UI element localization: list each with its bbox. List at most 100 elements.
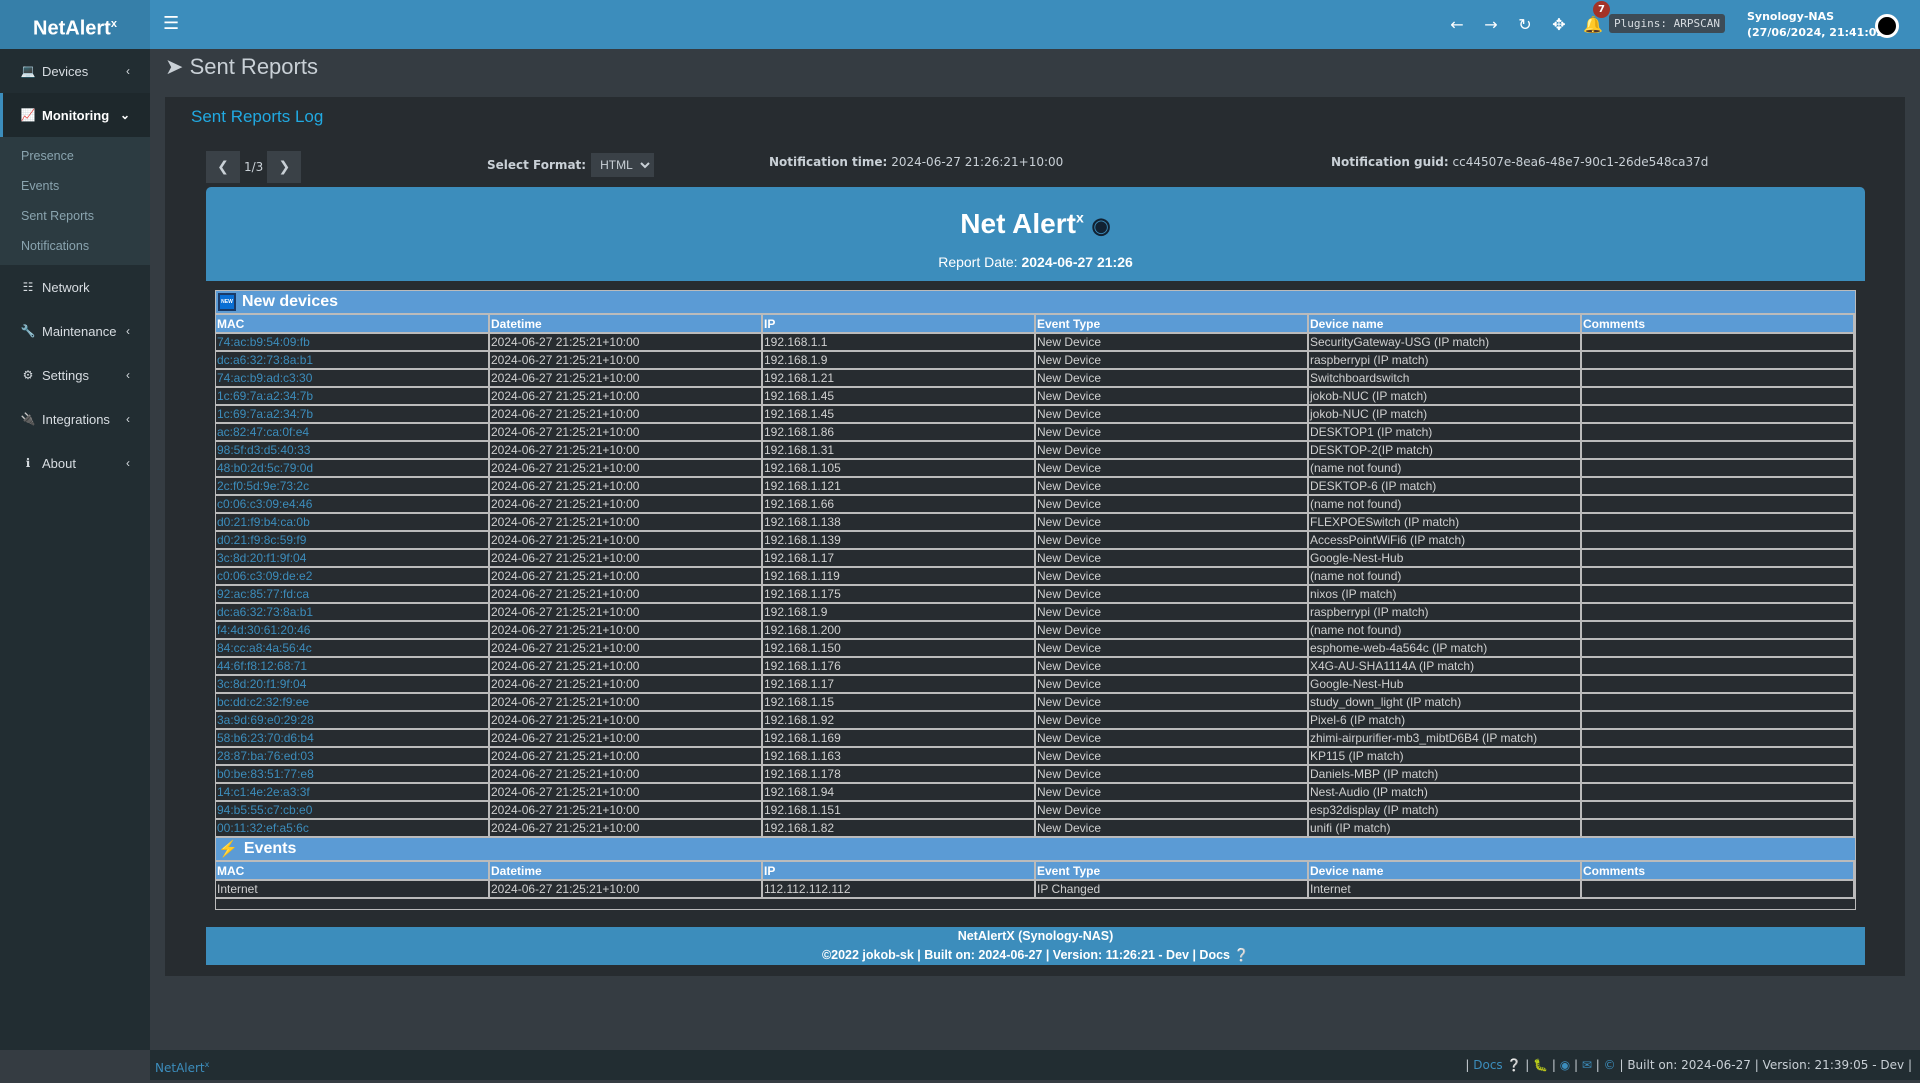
- cell-mac[interactable]: c0:06:c3:09:e4:46: [216, 495, 490, 514]
- cell-mac[interactable]: f4:4d:30:61:20:46: [216, 621, 490, 640]
- bottom-brand-sup: x: [204, 1060, 210, 1069]
- cell-event-type: New Device: [1035, 765, 1309, 784]
- cell-mac[interactable]: 1c:69:7a:a2:34:7b: [216, 405, 490, 424]
- cell-device-name: nixos (IP match): [1308, 585, 1582, 604]
- cell-mac[interactable]: 3a:9d:69:e0:29:28: [216, 711, 490, 730]
- next-page-button[interactable]: ❯: [267, 151, 302, 183]
- column-header: Comments: [1581, 315, 1855, 334]
- sidebar-subitem-events[interactable]: Events: [21, 179, 60, 193]
- refresh-icon[interactable]: ↻: [1518, 15, 1532, 34]
- cell-event-type: New Device: [1035, 495, 1309, 514]
- envelope-icon[interactable]: ✉: [1581, 1058, 1592, 1072]
- logo-text: NetAlert: [33, 17, 111, 40]
- cell-mac[interactable]: c0:06:c3:09:de:e2: [216, 567, 490, 586]
- cell-ip: 192.168.1.121: [762, 477, 1036, 496]
- cell-mac[interactable]: 94:b5:55:c7:cb:e0: [216, 801, 490, 820]
- cell-ip: 192.168.1.176: [762, 657, 1036, 676]
- column-header: Event Type: [1035, 862, 1309, 881]
- sidebar-item-about[interactable]: ℹ About ‹: [0, 441, 150, 485]
- cell-mac[interactable]: 92:ac:85:77:fd:ca: [216, 585, 490, 604]
- cell-comments: [1581, 405, 1855, 424]
- table-row: 48:b0:2d:5c:79:0d 2024-06-27 21:25:21+10:…: [216, 459, 1855, 478]
- cell-mac: Internet: [216, 880, 490, 899]
- forward-arrow-icon[interactable]: →: [1484, 15, 1498, 34]
- cell-mac[interactable]: 3c:8d:20:f1:9f:04: [216, 549, 490, 568]
- table-row: 98:5f:d3:d5:40:33 2024-06-27 21:25:21+10:…: [216, 441, 1855, 460]
- sidebar-item-integrations[interactable]: 🔌 Integrations ‹: [0, 397, 150, 441]
- cell-mac[interactable]: dc:a6:32:73:8a:b1: [216, 351, 490, 370]
- cell-event-type: New Device: [1035, 729, 1309, 748]
- cell-event-type: New Device: [1035, 603, 1309, 622]
- cell-comments: [1581, 657, 1855, 676]
- prev-page-button[interactable]: ❮: [206, 151, 240, 183]
- sidebar-item-devices[interactable]: 💻 Devices ‹: [0, 49, 150, 93]
- cell-mac[interactable]: 44:6f:f8:12:68:71: [216, 657, 490, 676]
- back-arrow-icon[interactable]: ←: [1450, 15, 1464, 34]
- sidebar-item-maintenance[interactable]: 🔧 Maintenance ‹: [0, 309, 150, 353]
- cell-mac[interactable]: d0:21:f9:b4:ca:0b: [216, 513, 490, 532]
- github-icon[interactable]: ◉: [1559, 1058, 1571, 1072]
- docs-link[interactable]: Docs: [1473, 1058, 1503, 1072]
- cell-mac[interactable]: bc:dd:c2:32:f9:ee: [216, 693, 490, 712]
- cell-datetime: 2024-06-27 21:25:21+10:00: [489, 747, 763, 766]
- logo-sup: x: [110, 18, 117, 30]
- cell-mac[interactable]: 1c:69:7a:a2:34:7b: [216, 387, 490, 406]
- bottom-brand[interactable]: NetAlertx: [155, 1050, 209, 1083]
- cell-mac[interactable]: 74:ac:b9:ad:c3:30: [216, 369, 490, 388]
- cell-datetime: 2024-06-27 21:25:21+10:00: [489, 819, 763, 838]
- cell-mac[interactable]: 98:5f:d3:d5:40:33: [216, 441, 490, 460]
- sidebar-label: Maintenance: [42, 323, 117, 339]
- cell-device-name: unifi (IP match): [1308, 819, 1582, 838]
- cell-mac[interactable]: 00:11:32:ef:a5:6c: [216, 819, 490, 838]
- cell-mac[interactable]: b0:be:83:51:77:e8: [216, 765, 490, 784]
- sidebar-subitem-presence[interactable]: Presence: [21, 149, 74, 163]
- copyright-icon[interactable]: ©: [1603, 1058, 1616, 1072]
- table-row: 3a:9d:69:e0:29:28 2024-06-27 21:25:21+10:…: [216, 711, 1855, 730]
- cell-mac[interactable]: 2c:f0:5d:9e:73:2c: [216, 477, 490, 496]
- cell-mac[interactable]: 48:b0:2d:5c:79:0d: [216, 459, 490, 478]
- cell-event-type: New Device: [1035, 477, 1309, 496]
- bell-icon[interactable]: 🔔 7: [1576, 1, 1610, 34]
- question-circle-icon[interactable]: ❔: [1233, 948, 1250, 962]
- ntime-label: Notification time:: [769, 155, 888, 169]
- table-row: 44:6f:f8:12:68:71 2024-06-27 21:25:21+10:…: [216, 657, 1855, 676]
- sidebar-subitem-sent-reports[interactable]: Sent Reports: [21, 209, 94, 223]
- sidebar-item-monitoring[interactable]: 📈 Monitoring ⌄: [0, 93, 150, 137]
- move-icon[interactable]: ✥: [1552, 15, 1566, 34]
- cell-mac[interactable]: 3c:8d:20:f1:9f:04: [216, 675, 490, 694]
- cell-mac[interactable]: ac:82:47:ca:0f:e4: [216, 423, 490, 442]
- format-select[interactable]: HTML: [591, 153, 655, 177]
- sidebar-subitem-notifications[interactable]: Notifications: [21, 239, 90, 253]
- plug-icon: 🔌: [20, 412, 36, 426]
- cell-mac[interactable]: 74:ac:b9:54:09:fb: [216, 333, 490, 352]
- cell-mac[interactable]: 58:b6:23:70:d6:b4: [216, 729, 490, 748]
- cell-device-name: AccessPointWiFi6 (IP match): [1308, 531, 1582, 550]
- app-logo[interactable]: NetAlertx: [0, 0, 150, 49]
- avatar[interactable]: [1875, 14, 1899, 38]
- cell-datetime: 2024-06-27 21:25:21+10:00: [489, 693, 763, 712]
- cell-event-type: New Device: [1035, 693, 1309, 712]
- cell-mac[interactable]: dc:a6:32:73:8a:b1: [216, 603, 490, 622]
- column-header: IP: [762, 862, 1036, 881]
- chevron-left-icon: ‹: [126, 412, 130, 426]
- cell-comments: [1581, 477, 1855, 496]
- bug-icon[interactable]: 🐛: [1533, 1058, 1549, 1072]
- question-circle-icon[interactable]: ❔: [1506, 1058, 1522, 1072]
- sidebar-item-settings[interactable]: ⚙ Settings ‹: [0, 353, 150, 397]
- table-row: 3c:8d:20:f1:9f:04 2024-06-27 21:25:21+10:…: [216, 675, 1855, 694]
- table-row: 92:ac:85:77:fd:ca 2024-06-27 21:25:21+10:…: [216, 585, 1855, 604]
- cell-mac[interactable]: d0:21:f9:8c:59:f9: [216, 531, 490, 550]
- column-header: Comments: [1581, 862, 1855, 881]
- cell-ip: 192.168.1.175: [762, 585, 1036, 604]
- sidebar-item-network[interactable]: ☷ Network: [0, 265, 150, 309]
- cell-mac[interactable]: 28:87:ba:76:ed:03: [216, 747, 490, 766]
- new-badge-icon: NEW: [218, 293, 236, 311]
- menu-toggle-icon[interactable]: ☰: [163, 13, 180, 34]
- cell-mac[interactable]: 84:cc:a8:4a:56:4c: [216, 639, 490, 658]
- cell-mac[interactable]: 14:c1:4e:2e:a3:3f: [216, 783, 490, 802]
- table-row: 58:b6:23:70:d6:b4 2024-06-27 21:25:21+10:…: [216, 729, 1855, 748]
- cell-device-name: zhimi-airpurifier-mb3_mibtD6B4 (IP match…: [1308, 729, 1582, 748]
- cell-datetime: 2024-06-27 21:25:21+10:00: [489, 729, 763, 748]
- cell-comments: [1581, 513, 1855, 532]
- sidebar-label: Settings: [42, 367, 89, 383]
